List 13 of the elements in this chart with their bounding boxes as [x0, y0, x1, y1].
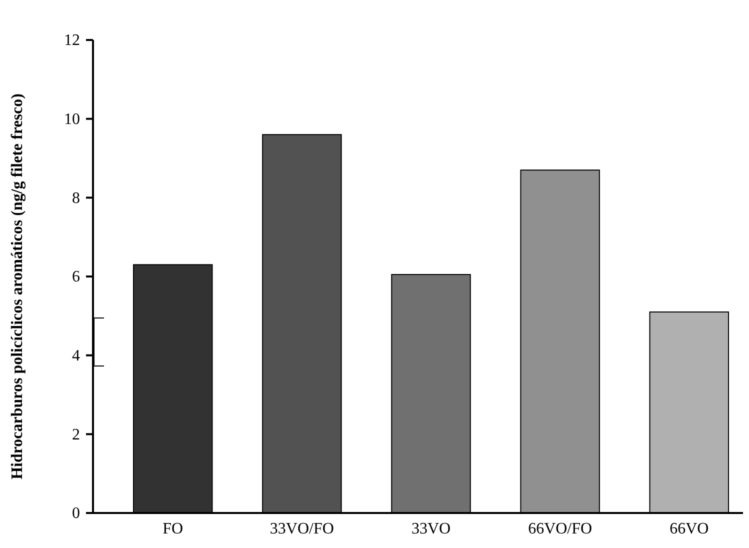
y-tick-label: 0	[72, 505, 80, 522]
x-tick-label: 66VO	[670, 520, 709, 538]
x-tick-label: 33VO	[411, 520, 451, 538]
x-tick-label: 66VO/FO	[528, 520, 592, 538]
y-tick-label: 12	[64, 32, 80, 50]
y-tick-label: 10	[64, 110, 80, 128]
x-tick-label: 33VO/FO	[270, 520, 334, 538]
x-tick-label: FO	[162, 520, 184, 538]
y-tick-label: 4	[72, 347, 80, 364]
y-tick-label: 2	[72, 426, 80, 444]
y-tick-label: 6	[72, 268, 80, 286]
y-tick-label: 8	[72, 190, 80, 207]
y-axis-title: Hidrocarburos policíclicos aromáticos (ng/g filete fresco)	[9, 94, 26, 480]
